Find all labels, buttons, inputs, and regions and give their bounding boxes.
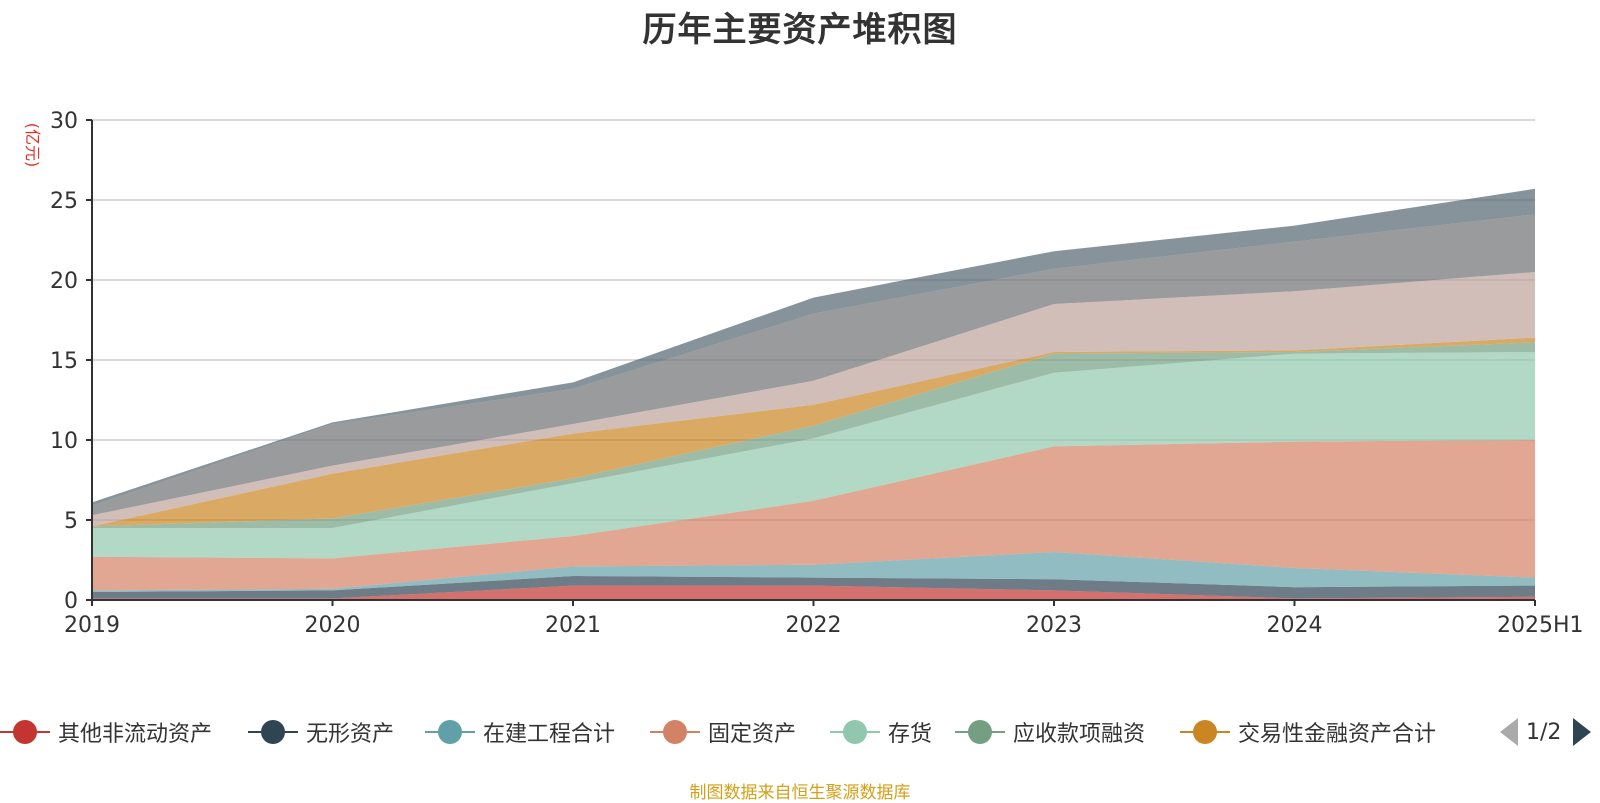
y-tick-label-0: 0 xyxy=(64,589,78,614)
x-tick-label-5: 2024 xyxy=(1267,613,1323,638)
legend-symbol-icon xyxy=(830,719,880,745)
area-series-0[interactable] xyxy=(92,585,1535,600)
legend-item-4[interactable]: 存货 xyxy=(830,712,932,752)
stacked-area-chart: 0 5 10 15 20 25 30 2019 2020 2021 2022 2023 2024 2025… xyxy=(23,109,1584,638)
axes: 0 5 10 15 20 25 30 2019 2020 2021 2022 2023 2024 2025… xyxy=(50,109,1584,638)
area-series-7[interactable] xyxy=(92,272,1535,527)
legend-label: 交易性金融资产合计 xyxy=(1238,722,1437,747)
area-series-5[interactable] xyxy=(92,342,1535,528)
y-tick-label-3: 15 xyxy=(50,349,78,374)
legend-page-indicator: 1/2 xyxy=(1526,719,1562,745)
area-series-4[interactable] xyxy=(92,352,1535,559)
legend-symbol-icon xyxy=(425,719,475,745)
x-tick-label-1: 2020 xyxy=(305,613,361,638)
area-series-1[interactable] xyxy=(92,576,1535,599)
legend-next-page-icon[interactable] xyxy=(1573,718,1592,746)
legend-prev-page-icon[interactable] xyxy=(1500,718,1518,746)
x-tick-label-2: 2021 xyxy=(545,613,601,638)
area-series-3[interactable] xyxy=(92,440,1535,591)
legend-symbol-icon xyxy=(248,719,298,745)
source-note: 制图数据来自恒生聚源数据库 xyxy=(689,783,911,803)
x-tick-label-4: 2023 xyxy=(1026,613,1082,638)
chart-title: 历年主要资产堆积图 xyxy=(642,10,958,50)
y-tick-label-2: 10 xyxy=(50,429,78,454)
area-series-8[interactable] xyxy=(92,214,1535,516)
y-axis-unit-label: (亿元) xyxy=(23,123,42,168)
area-series xyxy=(92,188,1535,600)
legend-symbol-icon xyxy=(1180,719,1230,745)
legend-pager: 1/2 xyxy=(1500,712,1592,752)
x-tick-label-0: 2019 xyxy=(64,613,120,638)
area-series-9[interactable] xyxy=(92,188,1535,506)
legend-item-1[interactable]: 无形资产 xyxy=(248,712,394,752)
area-series-2[interactable] xyxy=(92,552,1535,592)
legend: 其他非流动资产 无形资产 在建工程合计 固定资产 存货 应收款项融资 交易性金融资产合计 1/… xyxy=(0,712,1600,752)
legend-item-5[interactable]: 应收款项融资 xyxy=(955,712,1145,752)
legend-item-3[interactable]: 固定资产 xyxy=(650,712,796,752)
legend-label: 在建工程合计 xyxy=(483,722,616,747)
legend-symbol-icon xyxy=(0,719,50,745)
legend-item-2[interactable]: 在建工程合计 xyxy=(425,712,615,752)
y-tick-label-4: 20 xyxy=(50,269,78,294)
legend-symbol-icon xyxy=(650,719,700,745)
area-series-6[interactable] xyxy=(92,337,1535,527)
legend-item-0[interactable]: 其他非流动资产 xyxy=(0,712,212,752)
x-tick-label-3: 2022 xyxy=(786,613,842,638)
y-tick-label-5: 25 xyxy=(50,189,78,214)
legend-symbol-icon xyxy=(955,719,1005,745)
legend-label: 应收款项融资 xyxy=(1013,722,1146,747)
y-tick-label-6: 30 xyxy=(50,109,78,134)
y-tick-label-1: 5 xyxy=(64,509,78,534)
legend-label: 固定资产 xyxy=(708,722,797,747)
legend-label: 无形资产 xyxy=(306,722,395,747)
legend-label: 存货 xyxy=(888,722,933,747)
legend-item-6[interactable]: 交易性金融资产合计 xyxy=(1180,712,1436,752)
legend-label: 其他非流动资产 xyxy=(58,722,213,747)
x-tick-label-6: 2025H1 xyxy=(1497,613,1584,638)
